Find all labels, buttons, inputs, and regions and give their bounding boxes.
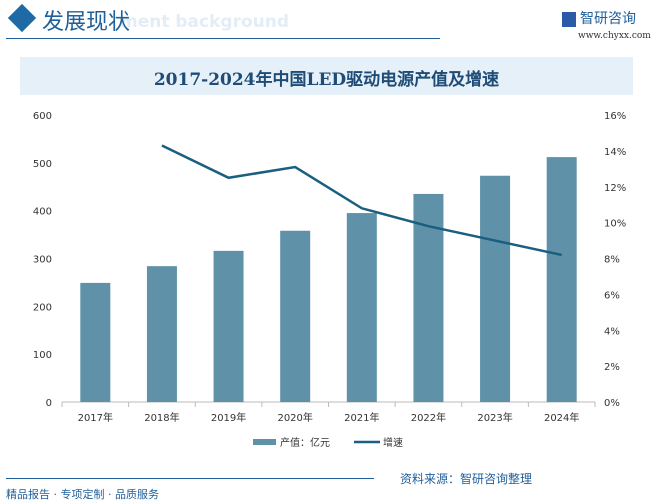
site-url: www.chyxx.com	[578, 31, 651, 41]
logo-icon	[562, 11, 576, 27]
legend-bar-swatch	[253, 439, 276, 445]
y2-tick-label: 0%	[604, 398, 620, 409]
header-divider	[6, 38, 440, 39]
bar-2024年	[546, 157, 577, 402]
y2-tick-label: 2%	[604, 362, 620, 373]
bar-2018年	[146, 266, 177, 402]
source-note: 资料来源：智研咨询整理	[400, 472, 533, 486]
y-tick-label: 0	[46, 398, 52, 409]
footer-divider	[6, 478, 374, 479]
y2-tick-label: 8%	[604, 255, 620, 266]
header-title: 发展现状	[42, 10, 131, 35]
y-tick-label: 200	[33, 302, 52, 313]
bar-2019年	[213, 250, 244, 402]
y-tick-label: 100	[33, 350, 52, 361]
y2-tick-label: 12%	[604, 183, 626, 194]
logo-text: 智研咨询	[580, 11, 636, 27]
y2-tick-label: 14%	[604, 147, 626, 158]
y-tick-label: 600	[33, 111, 52, 122]
slogan: 精品报告 · 专项定制 · 品质服务	[6, 488, 159, 501]
y-tick-label: 400	[33, 207, 52, 218]
bar-2023年	[480, 175, 511, 402]
x-tick-label: 2023年	[477, 411, 512, 424]
legend-bar-label: 产值：亿元	[280, 436, 330, 449]
chart: 0 100 200 300 400 500 600 0% 2% 4% 6% 8% 10% 12% 14% 16…	[33, 111, 626, 449]
x-tick-label: 2021年	[344, 411, 379, 424]
x-tick-label: 2017年	[78, 411, 113, 424]
chart-title-banner: 2017-2024年中国LED驱动电源产值及增速	[20, 57, 633, 95]
bar-2020年	[280, 230, 311, 402]
bar-2017年	[80, 282, 111, 402]
x-tick-label: 2024年	[544, 411, 579, 424]
header-subtitle: ment background	[120, 12, 290, 32]
chart-title: 2017-2024年中国LED驱动电源产值及增速	[153, 70, 500, 90]
x-tick-label: 2022年	[411, 411, 446, 424]
y-tick-label: 300	[33, 255, 52, 266]
y2-tick-label: 6%	[604, 290, 620, 301]
x-tick-label: 2020年	[277, 411, 312, 424]
legend-line-label: 增速	[383, 436, 403, 449]
y2-tick-label: 16%	[604, 111, 626, 122]
logo: 智研咨询	[562, 8, 636, 28]
x-tick-label: 2018年	[144, 411, 179, 424]
y-tick-label: 500	[33, 159, 52, 170]
y2-tick-label: 10%	[604, 219, 626, 230]
y2-tick-label: 4%	[604, 326, 620, 337]
x-tick-label: 2019年	[211, 411, 246, 424]
bar-2021年	[346, 213, 377, 402]
